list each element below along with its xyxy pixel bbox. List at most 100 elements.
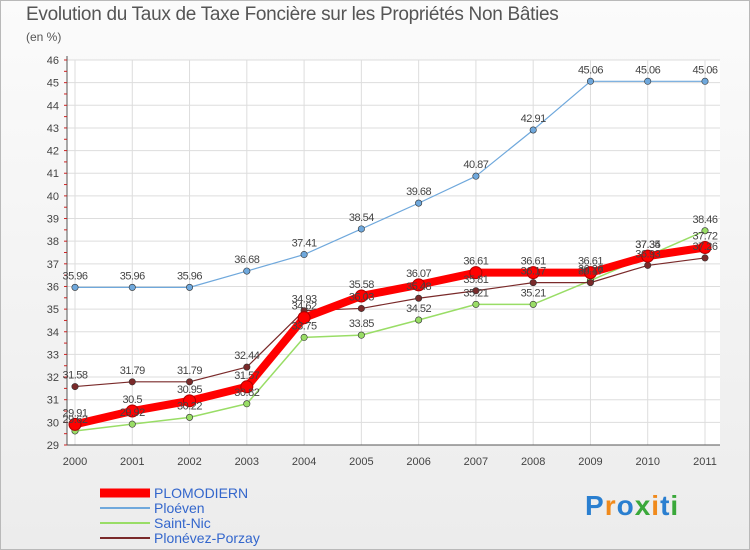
- series-line-0: [71, 243, 709, 429]
- data-point: [68, 417, 82, 431]
- data-label: 35.81: [463, 274, 488, 286]
- data-label: 31.58: [62, 370, 87, 382]
- data-point: [701, 227, 709, 235]
- data-label: 36.61: [521, 256, 546, 268]
- data-label: 38.54: [349, 212, 374, 224]
- data-point: [186, 378, 194, 386]
- y-tick-label: 34: [47, 327, 59, 339]
- data-label: 32.44: [234, 350, 259, 362]
- data-label: 45.06: [635, 64, 660, 76]
- data-label: 29.91: [62, 407, 87, 419]
- data-label: 35.21: [463, 287, 488, 299]
- y-tick-label: 44: [47, 100, 59, 112]
- data-point: [641, 249, 655, 263]
- legend-label-0: PLOMODIERN: [154, 485, 248, 501]
- data-label: 31.79: [177, 365, 202, 377]
- legend-label-3: Plonévez-Porzay: [154, 530, 260, 546]
- data-label: 36.68: [234, 254, 259, 266]
- x-tick-label: 2000: [63, 456, 87, 468]
- y-tick-label: 39: [47, 214, 59, 226]
- y-tick-label: 46: [47, 55, 59, 67]
- data-label: 36.61: [578, 256, 603, 268]
- data-label: 38.46: [692, 214, 717, 226]
- data-label: 42.91: [521, 113, 546, 125]
- data-point: [243, 363, 251, 371]
- data-label: 33.75: [292, 320, 317, 332]
- data-point: [472, 172, 480, 180]
- x-tick-label: 2006: [406, 456, 430, 468]
- series-line-3: [74, 257, 706, 388]
- data-point: [583, 266, 597, 280]
- y-tick-label: 38: [47, 236, 59, 248]
- y-tick-label: 41: [47, 168, 59, 180]
- y-tick-label: 37: [47, 259, 59, 271]
- data-point: [644, 77, 652, 85]
- data-point: [529, 279, 537, 287]
- data-point: [357, 225, 365, 233]
- y-tick-label: 32: [47, 372, 59, 384]
- x-tick-label: 2008: [521, 456, 545, 468]
- x-tick-label: 2011: [693, 456, 717, 468]
- data-label: 36.17: [578, 266, 603, 278]
- data-point: [472, 287, 480, 295]
- data-label: 31.79: [120, 365, 145, 377]
- data-label: 30.5: [123, 394, 143, 406]
- chart-title: Evolution du Taux de Taxe Foncière sur l…: [26, 4, 559, 25]
- data-label: 45.06: [692, 64, 717, 76]
- x-tick-label: 2002: [177, 456, 201, 468]
- data-label: 36.26: [578, 264, 603, 276]
- data-point: [529, 126, 537, 134]
- y-tick-label: 42: [47, 146, 59, 158]
- data-point: [128, 283, 136, 291]
- data-label: 37.35: [635, 239, 660, 251]
- data-point: [415, 294, 423, 302]
- data-label: 37.41: [292, 238, 317, 250]
- data-point: [357, 304, 365, 312]
- y-tick-label: 43: [47, 123, 59, 135]
- data-point: [472, 300, 480, 308]
- data-point: [186, 413, 194, 421]
- data-label: 36.61: [463, 256, 488, 268]
- data-point: [586, 77, 594, 85]
- data-point: [354, 289, 368, 303]
- data-point: [701, 254, 709, 262]
- data-label: 37.34: [635, 239, 660, 251]
- data-point: [297, 311, 311, 325]
- x-tick-label: 2001: [120, 456, 144, 468]
- data-label: 34.62: [292, 301, 317, 313]
- y-tick-label: 35: [47, 304, 59, 316]
- data-point: [128, 420, 136, 428]
- x-tick-label: 2010: [635, 456, 659, 468]
- data-point: [412, 278, 426, 292]
- data-label: 36.07: [406, 268, 431, 280]
- data-label: 34.52: [406, 303, 431, 315]
- data-point: [526, 266, 540, 280]
- data-point: [698, 241, 712, 255]
- data-point: [415, 199, 423, 207]
- data-label: 35.48: [406, 281, 431, 293]
- data-point: [300, 251, 308, 259]
- data-label: 45.06: [578, 64, 603, 76]
- data-label: 35.96: [177, 270, 202, 282]
- data-label: 35.96: [120, 270, 145, 282]
- x-tick-label: 2004: [292, 456, 316, 468]
- data-point: [586, 279, 594, 287]
- chart-unit-label: (en %): [26, 30, 62, 44]
- data-point: [357, 331, 365, 339]
- data-point: [644, 261, 652, 269]
- data-label: 34.93: [292, 294, 317, 306]
- data-point: [701, 77, 709, 85]
- data-label: 35.03: [349, 291, 374, 303]
- data-point: [469, 266, 483, 280]
- data-point: [183, 394, 197, 408]
- data-point: [125, 404, 139, 418]
- series-line-2: [74, 230, 706, 432]
- y-tick-label: 30: [47, 417, 59, 429]
- data-point: [243, 267, 251, 275]
- data-point: [415, 316, 423, 324]
- y-tick-label: 40: [47, 191, 59, 203]
- data-point: [300, 333, 308, 341]
- y-tick-label: 45: [47, 78, 59, 90]
- data-label: 40.87: [463, 159, 488, 171]
- y-tick-label: 31: [47, 395, 59, 407]
